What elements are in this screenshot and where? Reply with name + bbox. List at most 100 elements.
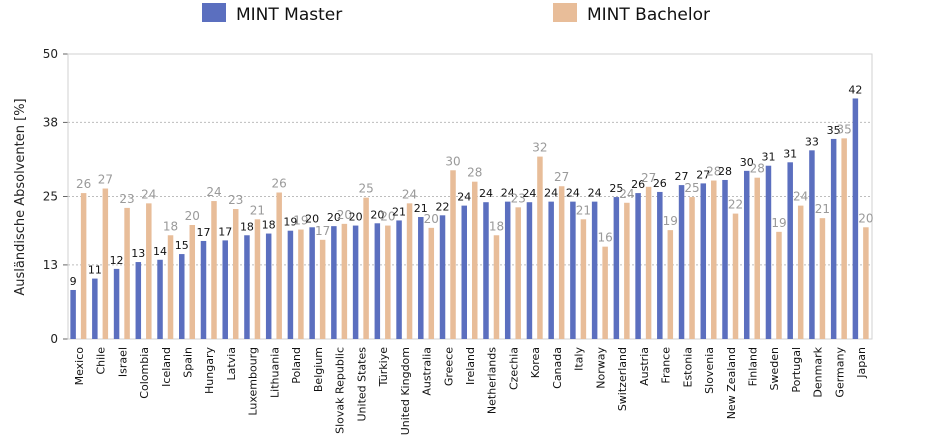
value-label-bachelor: 28 — [750, 162, 765, 176]
bar-bachelor — [624, 202, 630, 339]
bar-master — [439, 215, 446, 339]
category-label: Colombia — [138, 347, 151, 399]
category-label: Czechia — [507, 347, 520, 390]
bar-bachelor — [428, 227, 435, 339]
bar-master — [179, 254, 185, 339]
category-label: Hungary — [203, 347, 216, 394]
value-label-bachelor: 20 — [337, 208, 352, 222]
bar-bachelor — [450, 170, 456, 339]
value-label-master: 21 — [414, 202, 428, 215]
bar-bachelor — [580, 219, 587, 339]
value-label-master: 35 — [827, 124, 841, 137]
value-label-master: 20 — [305, 212, 319, 225]
category-label: New Zealand — [725, 347, 738, 419]
value-label-bachelor: 16 — [597, 231, 612, 245]
category-label: Lithuania — [268, 347, 281, 398]
bar-master — [635, 193, 641, 339]
value-label-bachelor: 32 — [532, 141, 547, 155]
category-label: Mexico — [73, 347, 86, 386]
bar-master — [765, 165, 772, 339]
y-tick-label: 25 — [43, 190, 58, 204]
category-label: Portugal — [790, 347, 803, 393]
bar-master — [461, 205, 467, 339]
bar-master — [309, 227, 315, 339]
value-label-master: 9 — [70, 275, 77, 288]
value-label-bachelor: 20 — [424, 212, 439, 226]
value-label-bachelor: 24 — [141, 187, 156, 201]
category-label: Norway — [594, 347, 607, 389]
bar-master — [157, 259, 163, 339]
value-label-bachelor: 26 — [76, 177, 91, 191]
category-label: Iceland — [160, 347, 173, 387]
category-label: United Kingdom — [399, 347, 412, 435]
bar-bachelor — [102, 188, 109, 339]
value-label-bachelor: 30 — [445, 154, 460, 168]
value-label-bachelor: 20 — [858, 211, 873, 225]
value-label-bachelor: 25 — [358, 182, 373, 196]
bar-master — [613, 197, 620, 339]
bar-bachelor — [754, 177, 760, 339]
value-label-bachelor: 24 — [206, 185, 221, 199]
value-label-bachelor: 26 — [272, 177, 287, 191]
y-axis-label: Ausländische Absolventen [%] — [13, 98, 28, 295]
value-label-master: 31 — [761, 151, 775, 164]
category-label: Ireland — [464, 347, 477, 385]
bar-master — [374, 223, 381, 339]
category-label: Chile — [95, 347, 108, 375]
category-label: Finland — [746, 347, 759, 386]
value-label-bachelor: 23 — [119, 192, 134, 206]
bar-bachelor — [146, 203, 152, 339]
bar-bachelor — [232, 209, 239, 339]
bar-master — [352, 225, 359, 339]
value-label-master: 15 — [175, 239, 189, 252]
bar-master — [483, 202, 489, 339]
legend-label-bachelor: MINT Bachelor — [587, 5, 710, 25]
bar-master — [809, 150, 815, 339]
value-label-bachelor: 25 — [684, 181, 699, 195]
bar-master — [504, 201, 511, 339]
bar-master — [570, 201, 576, 339]
legend-swatch-bachelor — [553, 3, 577, 22]
value-label-master: 20 — [370, 208, 384, 221]
bar-master — [743, 170, 750, 339]
category-label: Korea — [529, 347, 542, 378]
value-label-master: 12 — [110, 254, 124, 267]
category-label: Poland — [290, 347, 303, 384]
bar-master — [418, 217, 424, 339]
y-tick-label: 13 — [43, 258, 58, 272]
value-label-master: 31 — [783, 147, 797, 160]
value-label-bachelor: 21 — [576, 203, 591, 217]
value-label-bachelor: 23 — [228, 193, 243, 207]
category-label: United States — [355, 347, 368, 422]
value-label-master: 14 — [153, 245, 167, 258]
value-label-master: 25 — [609, 182, 623, 195]
category-label: Germany — [833, 347, 846, 398]
category-labels: Mexico Chile Israel Colombia Iceland Spain Hun… — [73, 346, 868, 435]
value-label-master: 28 — [718, 165, 732, 178]
value-label-master: 33 — [805, 135, 819, 148]
bar-bachelor — [645, 186, 652, 339]
bar-master — [265, 233, 272, 339]
category-label: Japan — [855, 347, 868, 379]
value-label-master: 24 — [479, 187, 493, 200]
value-label-master: 11 — [88, 264, 102, 277]
value-label-bachelor: 24 — [793, 190, 808, 204]
bar-master — [113, 268, 120, 339]
bar-master — [657, 191, 663, 339]
value-label-master: 26 — [631, 178, 645, 191]
category-label: Sweden — [768, 347, 781, 390]
bar-master — [548, 201, 554, 339]
bar-bachelor — [472, 181, 478, 339]
bar-master — [396, 220, 402, 339]
y-axis-ticks: 0 13 25 38 50 — [43, 47, 68, 346]
category-label: Denmark — [812, 346, 825, 397]
bar-bachelor — [776, 231, 782, 339]
value-label-master: 18 — [262, 219, 276, 232]
legend: MINT Master MINT Bachelor — [202, 3, 710, 25]
value-label-bachelor: 20 — [185, 209, 200, 223]
category-label: Australia — [421, 347, 434, 396]
legend-swatch-master — [202, 3, 226, 22]
category-label: Greece — [442, 347, 455, 386]
bar-bachelor — [819, 218, 826, 339]
